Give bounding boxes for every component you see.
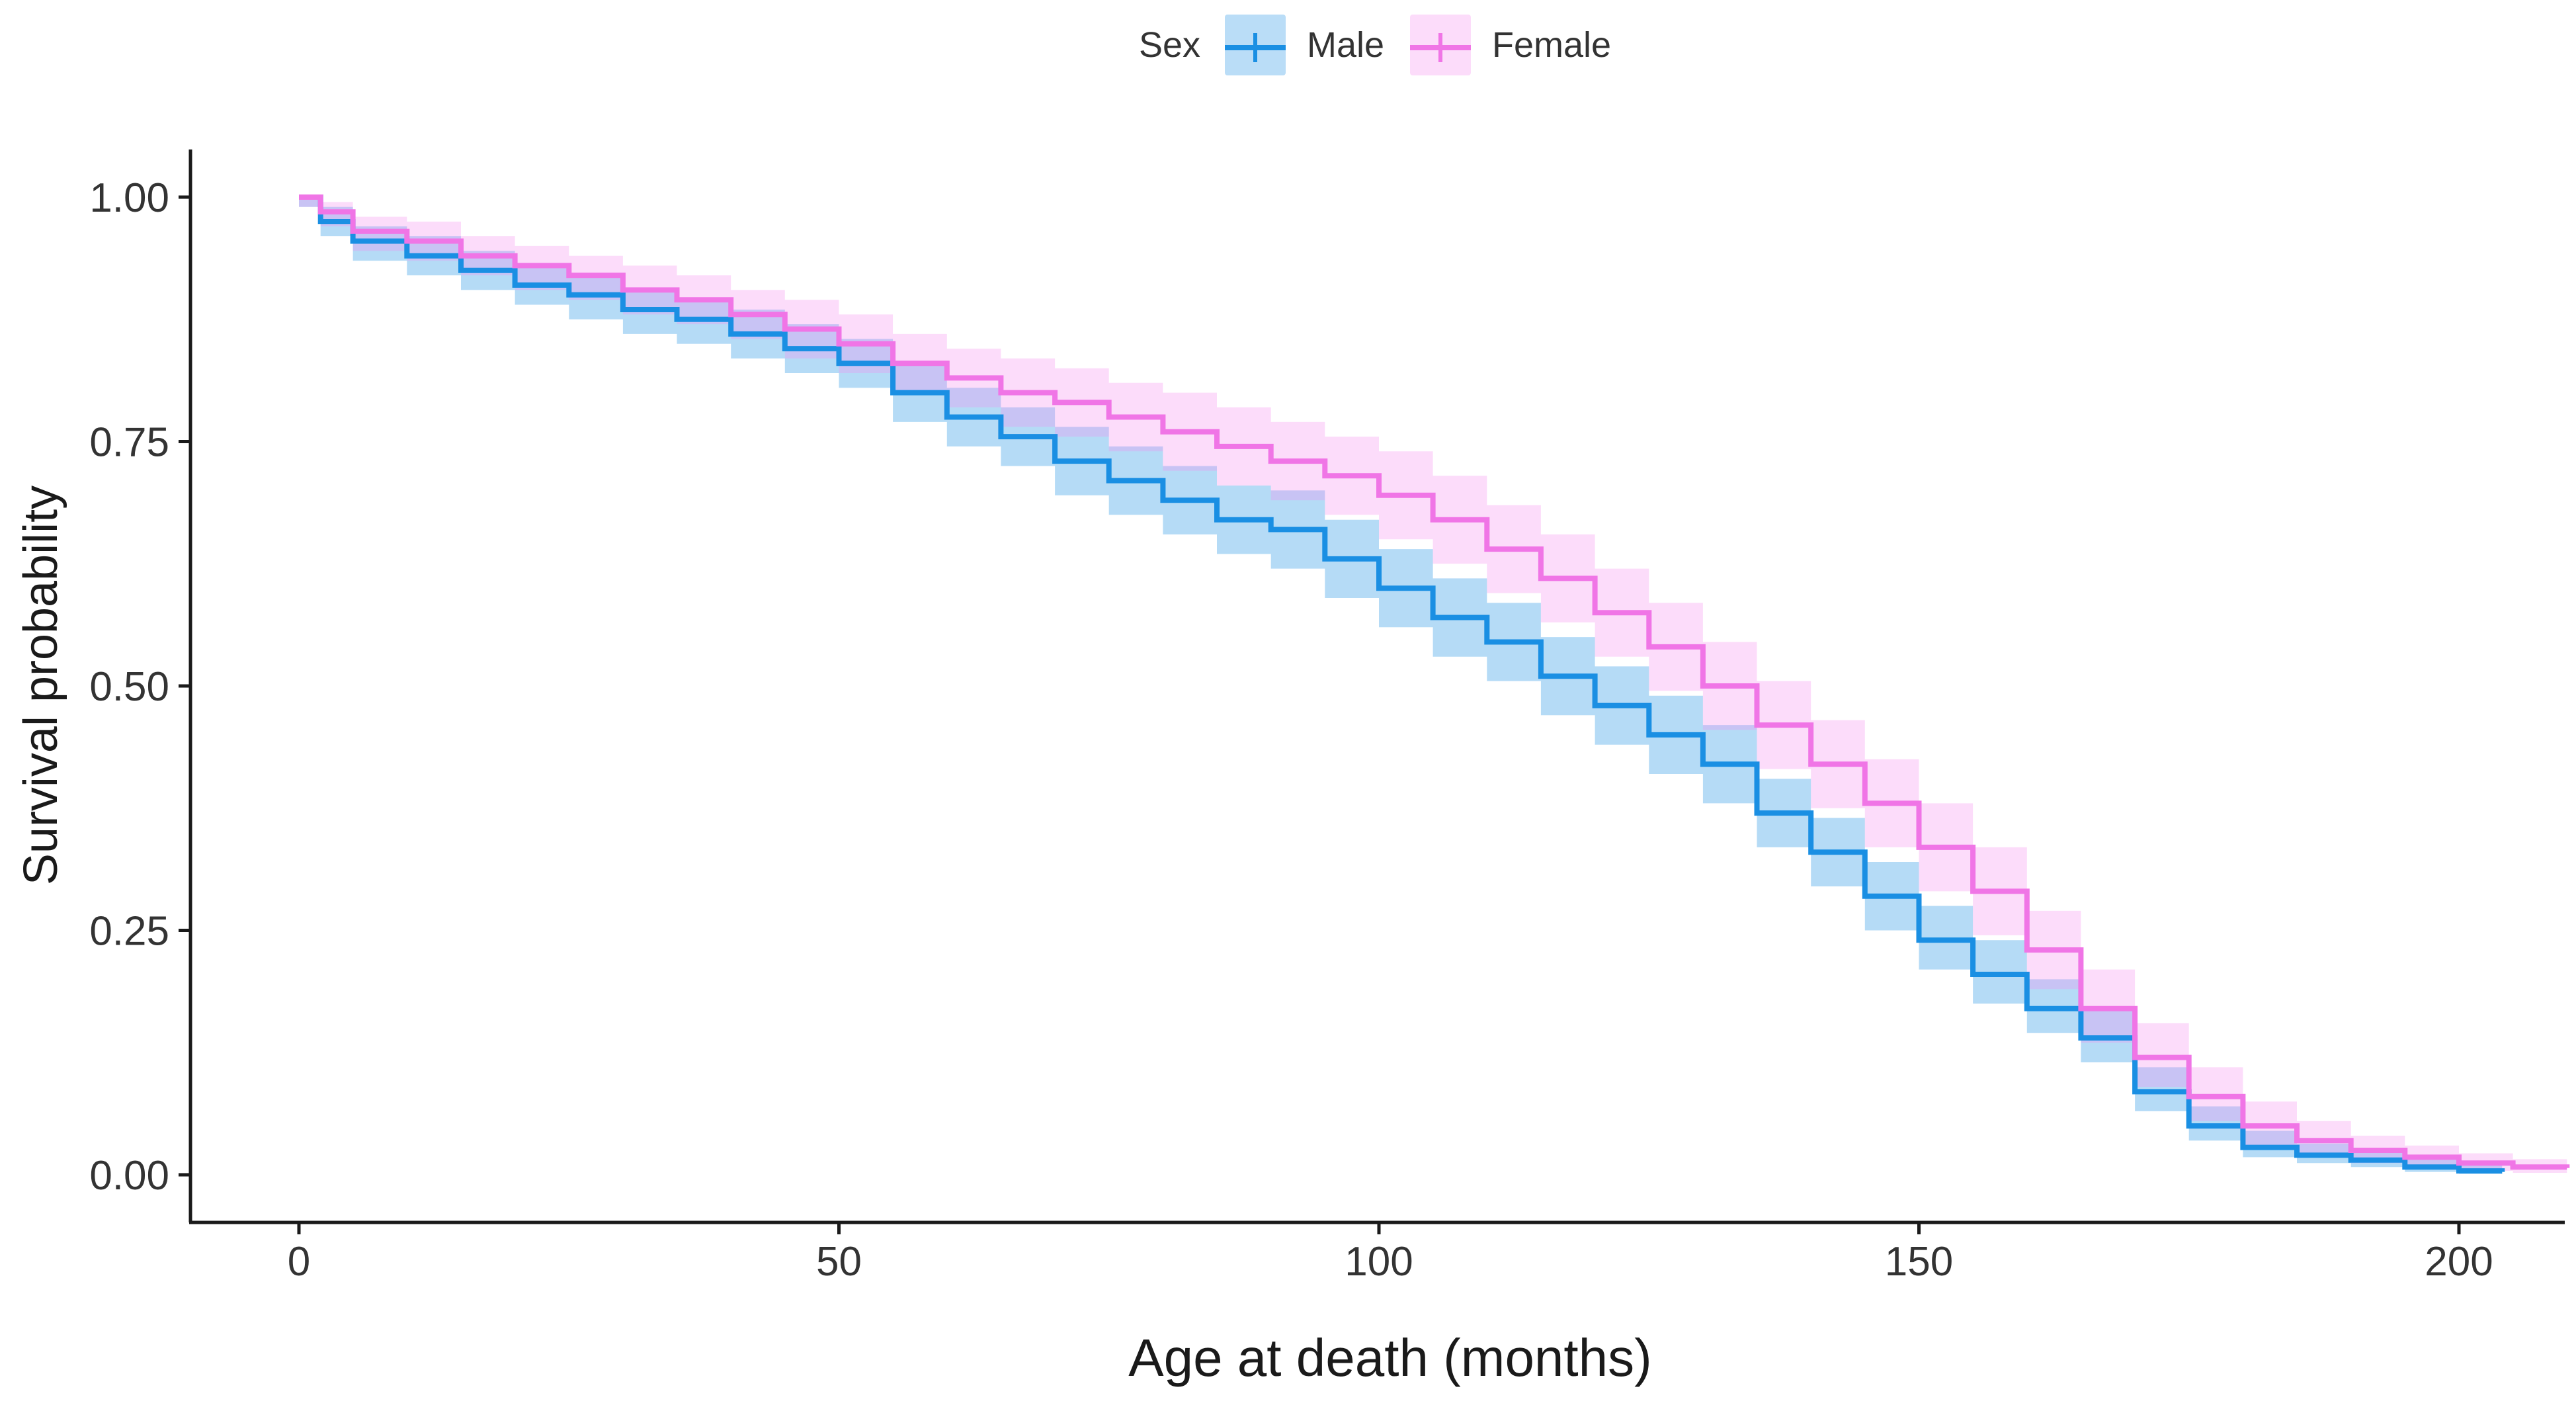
survival-curve-female [299, 194, 2570, 1170]
survival-curves [299, 194, 2570, 1174]
x-tick-label: 200 [2425, 1239, 2493, 1285]
x-axis-ticks: 0 50 100 150 200 [288, 1222, 2493, 1285]
legend-entry-female: Female [1410, 15, 1611, 75]
y-tick-label: 0.25 [89, 909, 169, 955]
y-tick-label: 0.00 [89, 1153, 169, 1199]
y-axis-title: Survival probability [15, 486, 67, 885]
x-tick-label: 50 [816, 1239, 862, 1285]
x-axis-title: Age at death (months) [1128, 1328, 1652, 1387]
confidence-band-male [299, 197, 2503, 1175]
y-tick-label: 0.50 [89, 664, 169, 710]
x-tick-label: 150 [1885, 1239, 1953, 1285]
x-tick-label: 100 [1345, 1239, 1413, 1285]
legend-label-male: Male [1307, 25, 1384, 65]
y-axis-ticks: 0.00 0.25 0.50 0.75 1.00 [89, 175, 190, 1199]
y-tick-label: 0.75 [89, 420, 169, 466]
y-tick-label: 1.00 [89, 175, 169, 221]
confidence-bands [299, 197, 2567, 1175]
x-tick-label: 0 [288, 1239, 310, 1285]
confidence-band-female [299, 197, 2567, 1173]
legend: Sex Male Female [1139, 15, 1611, 75]
legend-entry-male: Male [1225, 15, 1384, 75]
legend-label-female: Female [1492, 25, 1611, 65]
survival-curve-male [299, 194, 2505, 1174]
legend-title: Sex [1139, 25, 1200, 65]
